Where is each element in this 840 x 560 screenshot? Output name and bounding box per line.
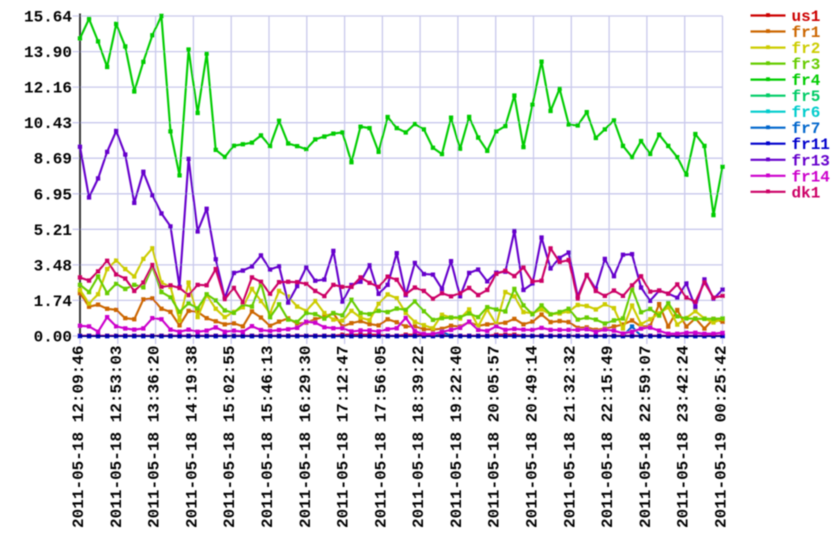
svg-text:fr1: fr1 xyxy=(792,24,821,42)
svg-text:2011-05-18 17:56:05: 2011-05-18 17:56:05 xyxy=(372,346,390,528)
svg-text:2011-05-19 00:25:42: 2011-05-19 00:25:42 xyxy=(713,346,731,528)
svg-text:2011-05-18 12:09:46: 2011-05-18 12:09:46 xyxy=(70,346,88,528)
svg-text:2011-05-18 20:49:14: 2011-05-18 20:49:14 xyxy=(524,345,542,528)
svg-text:2011-05-18 20:05:57: 2011-05-18 20:05:57 xyxy=(486,346,504,528)
svg-text:12.16: 12.16 xyxy=(24,80,72,98)
svg-text:fr4: fr4 xyxy=(792,72,821,90)
svg-text:5.21: 5.21 xyxy=(34,222,72,240)
svg-text:fr7: fr7 xyxy=(792,120,821,138)
svg-text:10.43: 10.43 xyxy=(24,115,72,133)
svg-text:2011-05-18 19:22:40: 2011-05-18 19:22:40 xyxy=(448,346,466,528)
svg-text:13.90: 13.90 xyxy=(24,44,72,62)
svg-text:us1: us1 xyxy=(792,8,821,26)
svg-text:2011-05-18 15:02:55: 2011-05-18 15:02:55 xyxy=(221,346,239,528)
svg-text:dk1: dk1 xyxy=(792,184,821,202)
svg-text:2011-05-18 21:32:32: 2011-05-18 21:32:32 xyxy=(561,346,579,528)
svg-text:fr6: fr6 xyxy=(792,104,821,122)
svg-text:3.48: 3.48 xyxy=(34,257,72,275)
svg-text:2011-05-18 15:46:13: 2011-05-18 15:46:13 xyxy=(259,346,277,528)
svg-text:2011-05-18 23:42:24: 2011-05-18 23:42:24 xyxy=(675,345,693,528)
svg-text:8.69: 8.69 xyxy=(34,151,72,169)
svg-text:2011-05-18 14:19:38: 2011-05-18 14:19:38 xyxy=(183,346,201,528)
svg-text:fr2: fr2 xyxy=(792,40,821,58)
svg-text:fr5: fr5 xyxy=(792,88,821,106)
svg-text:fr13: fr13 xyxy=(792,152,830,170)
svg-text:1.74: 1.74 xyxy=(34,293,73,311)
svg-text:2011-05-18 12:53:03: 2011-05-18 12:53:03 xyxy=(108,346,126,528)
svg-text:2011-05-18 13:36:20: 2011-05-18 13:36:20 xyxy=(146,346,164,528)
svg-text:2011-05-18 18:39:22: 2011-05-18 18:39:22 xyxy=(410,346,428,528)
svg-text:2011-05-18 22:59:07: 2011-05-18 22:59:07 xyxy=(637,346,655,528)
svg-text:0.00: 0.00 xyxy=(34,329,72,347)
svg-text:fr14: fr14 xyxy=(792,168,831,186)
svg-text:2011-05-18 22:15:49: 2011-05-18 22:15:49 xyxy=(599,346,617,528)
svg-text:15.64: 15.64 xyxy=(24,9,72,27)
svg-text:fr3: fr3 xyxy=(792,56,821,74)
svg-text:2011-05-18 17:12:47: 2011-05-18 17:12:47 xyxy=(335,346,353,528)
svg-text:6.95: 6.95 xyxy=(34,186,72,204)
svg-text:2011-05-18 16:29:30: 2011-05-18 16:29:30 xyxy=(297,346,315,528)
svg-text:fr11: fr11 xyxy=(792,136,830,154)
